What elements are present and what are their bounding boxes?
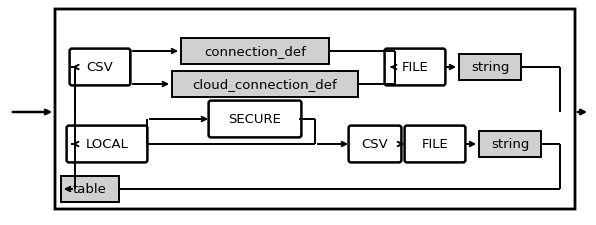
Text: SECURE: SECURE [228,113,281,126]
FancyBboxPatch shape [479,131,541,157]
FancyBboxPatch shape [67,126,147,163]
Text: CSV: CSV [362,138,389,151]
FancyBboxPatch shape [172,72,358,98]
Text: cloud_connection_def: cloud_connection_def [193,78,337,91]
FancyBboxPatch shape [55,10,575,209]
FancyBboxPatch shape [70,49,131,86]
FancyBboxPatch shape [459,55,521,81]
FancyBboxPatch shape [349,126,401,163]
Text: connection_def: connection_def [204,45,306,58]
FancyBboxPatch shape [181,39,329,65]
FancyBboxPatch shape [384,49,445,86]
Text: table: table [73,183,107,196]
Text: CSV: CSV [86,61,113,74]
Text: FILE: FILE [402,61,429,74]
Text: LOCAL: LOCAL [86,138,128,151]
FancyBboxPatch shape [61,176,119,202]
FancyBboxPatch shape [209,101,302,138]
Text: FILE: FILE [421,138,448,151]
Text: string: string [491,138,529,151]
Text: string: string [471,61,509,74]
FancyBboxPatch shape [405,126,465,163]
